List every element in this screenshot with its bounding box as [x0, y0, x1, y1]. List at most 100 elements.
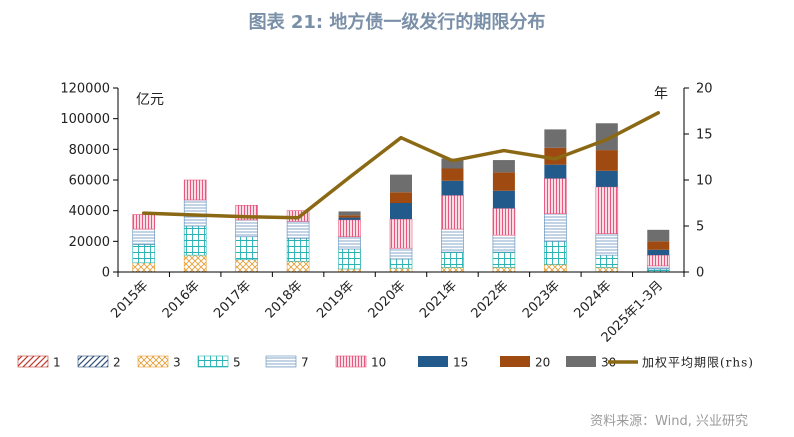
legend-label-2: 2: [113, 356, 121, 370]
bar-3-series-5: [286, 237, 310, 262]
bars: [132, 123, 670, 273]
bar-8-series-5: [544, 241, 567, 265]
legend-swatch-20: [500, 356, 530, 367]
bar-6-series-30: [441, 158, 464, 169]
bar-0-series-3: [132, 262, 156, 273]
legend-label-5: 5: [233, 356, 241, 370]
bar-8-series-7: [544, 213, 567, 242]
right-tick-label: 5: [696, 220, 704, 235]
bar-9-series-20: [595, 150, 618, 171]
bar-8-series-3: [544, 264, 567, 273]
legend-label-1: 1: [53, 356, 61, 370]
x-tick-label: 2023年: [520, 278, 563, 321]
bar-1-series-3: [183, 254, 207, 273]
bar-9-series-7: [595, 233, 619, 256]
legend-swatch-30: [566, 356, 596, 367]
bar-5-series-20: [390, 192, 412, 203]
legend-swatch-10: [335, 355, 367, 368]
bar-7-series-3: [492, 267, 516, 273]
legend-label-10: 10: [371, 356, 386, 370]
bar-8-series-20: [544, 147, 567, 165]
legend-label-20: 20: [535, 356, 550, 370]
bar-4-series-15: [338, 217, 361, 220]
bar-9-series-5: [595, 254, 619, 268]
x-tick-label: 2015年: [108, 278, 151, 321]
x-tick-label: 2020年: [366, 278, 409, 321]
bar-10-series-30: [647, 229, 670, 242]
bar-3-series-3: [286, 260, 310, 273]
bar-4-series-5: [338, 248, 361, 270]
bar-10-series-20: [647, 241, 670, 250]
right-tick-label: 10: [696, 174, 713, 189]
bar-5-series-15: [390, 203, 412, 220]
bar-4-series-20: [338, 215, 361, 218]
average-term-point-4: [348, 175, 352, 179]
bar-10-series-15: [647, 249, 670, 256]
chart-title: 图表 21: 地方债一级发行的期限分布: [248, 12, 546, 33]
right-axis-unit: 年: [654, 86, 668, 102]
bar-6-series-15: [441, 180, 464, 196]
bar-8-series-30: [544, 129, 567, 148]
bar-7-series-5: [492, 251, 516, 268]
average-term-point-2: [245, 215, 249, 219]
bar-5-series-7: [389, 247, 413, 260]
x-tick-label: 2018年: [263, 278, 306, 321]
bar-0-series-10: [132, 214, 156, 230]
bar-3-series-7: [286, 221, 310, 239]
left-tick-label: 60000: [69, 174, 110, 189]
bar-5-series-10: [389, 218, 413, 249]
bar-5-series-5: [389, 258, 413, 269]
left-tick-label: 80000: [69, 143, 110, 158]
bar-6-series-5: [441, 251, 464, 268]
bar-2-series-5: [235, 236, 258, 261]
average-term-point-0: [142, 211, 146, 215]
average-term-line: [141, 111, 661, 220]
bar-6-series-3: [441, 267, 464, 273]
x-tick-label: 2024年: [571, 278, 614, 321]
average-term-point-10: [656, 111, 660, 115]
bar-7-series-30: [492, 160, 515, 173]
source-note: 资料来源：Wind, 兴业研究: [590, 414, 748, 429]
x-tick-label: 2021年: [417, 278, 460, 321]
legend-label-3: 3: [173, 356, 181, 370]
average-term-point-9: [605, 138, 609, 142]
bar-10-series-10: [646, 254, 670, 267]
bar-9-series-15: [595, 170, 618, 187]
bar-5-series-30: [390, 174, 412, 193]
legend-label-7: 7: [301, 356, 309, 370]
right-tick-label: 15: [696, 128, 713, 143]
x-tick-label: 2019年: [314, 278, 357, 321]
average-term-point-8: [553, 157, 557, 161]
legend-swatch-7: [265, 355, 297, 368]
bar-9-series-10: [595, 186, 619, 234]
bar-4-series-30: [338, 211, 361, 216]
legend-label-15: 15: [453, 356, 468, 370]
bar-9-series-3: [595, 267, 619, 273]
bar-7-series-7: [492, 234, 516, 253]
x-tick-label: 2016年: [160, 278, 203, 321]
bar-5-series-3: [389, 267, 413, 273]
bar-6-series-20: [441, 168, 464, 181]
left-tick-label: 120000: [60, 82, 110, 97]
legend: 1235710152030加权平均期限(rhs): [17, 355, 754, 370]
left-tick-label: 20000: [69, 235, 110, 250]
bar-6-series-10: [441, 195, 464, 230]
left-axis-unit: 亿元: [136, 92, 164, 108]
bar-7-series-10: [492, 208, 516, 236]
legend-swatch-1: [17, 355, 49, 368]
legend-label-line: 加权平均期限(rhs): [642, 356, 754, 370]
legend-swatch-15: [418, 356, 448, 367]
bar-8-series-15: [544, 164, 567, 179]
bar-10-series-7: [646, 265, 670, 270]
right-tick-label: 20: [696, 82, 713, 97]
average-term-point-5: [399, 136, 403, 140]
bar-8-series-10: [544, 178, 567, 215]
legend-swatch-5: [197, 355, 229, 368]
bar-2-series-3: [235, 259, 258, 273]
bar-7-series-15: [492, 190, 515, 209]
legend-swatch-2: [77, 355, 109, 368]
bar-2-series-7: [235, 219, 258, 238]
right-tick-label: 0: [696, 266, 704, 281]
bar-7-series-20: [492, 172, 515, 191]
